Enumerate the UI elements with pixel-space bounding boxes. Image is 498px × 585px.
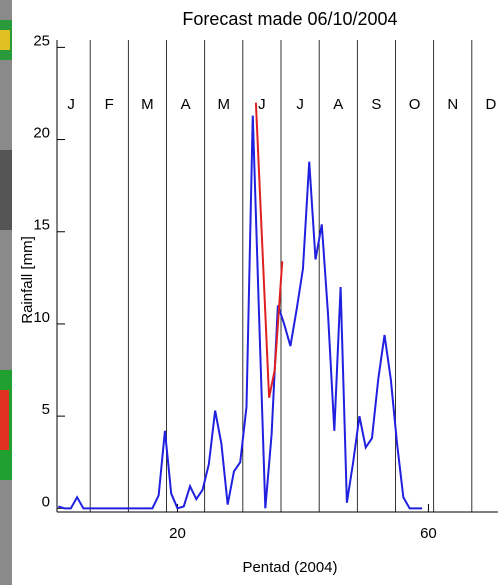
month-label: D xyxy=(485,96,496,113)
month-label: J xyxy=(67,96,75,113)
data-line xyxy=(57,115,423,510)
y-tick-label: 5 xyxy=(42,401,50,418)
data-line xyxy=(254,102,284,398)
month-label: J xyxy=(258,96,266,113)
y-tick-label: 15 xyxy=(33,217,50,234)
y-tick-label: 10 xyxy=(33,309,50,326)
month-label: A xyxy=(181,96,191,113)
satellite-thumbnail xyxy=(0,0,12,585)
chart-title: Forecast made 06/10/2004 xyxy=(182,9,397,29)
month-label: M xyxy=(141,96,154,113)
x-axis-label: Pentad (2004) xyxy=(242,559,337,576)
month-label: M xyxy=(218,96,231,113)
y-tick-label: 25 xyxy=(33,32,50,49)
y-tick-label: 20 xyxy=(33,125,50,142)
month-label: A xyxy=(333,96,343,113)
x-tick-label: 20 xyxy=(169,525,186,542)
month-label: J xyxy=(296,96,304,113)
month-label: O xyxy=(409,96,421,113)
month-label: F xyxy=(105,96,114,113)
x-tick-label: 60 xyxy=(420,525,437,542)
y-axis-label: Rainfall [mm] xyxy=(19,236,36,324)
month-label: N xyxy=(447,96,458,113)
month-label: S xyxy=(371,96,381,113)
y-tick-label: 0 xyxy=(42,493,50,510)
